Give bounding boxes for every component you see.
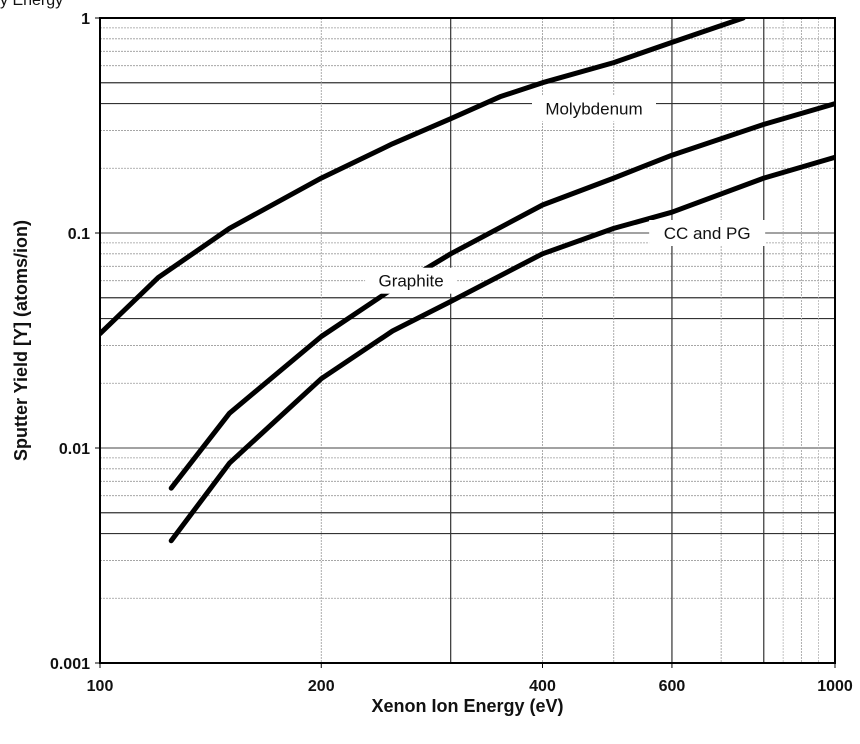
y-tick-label: 0.01: [59, 441, 90, 458]
annotation-bg: [365, 267, 458, 294]
series-line-cc-and-pg: [168, 154, 835, 544]
y-tick-label: 0.1: [68, 226, 90, 243]
plot-frame: [99, 17, 836, 664]
y-tick-label: 1: [81, 11, 90, 28]
annotation-bg: [649, 220, 766, 246]
header-fragment: y Energy: [0, 0, 64, 9]
y-tick-label: 0.001: [50, 656, 90, 673]
x-axis-label: Xenon Ion Energy (eV): [371, 696, 563, 716]
y-axis-label: Sputter Yield [Y] (atoms/ion): [11, 220, 31, 461]
annotation-label: Molybdenum: [545, 99, 642, 118]
annotation-bg: [531, 95, 656, 122]
x-tick-label: 200: [308, 678, 335, 695]
annotation-label: Graphite: [378, 272, 443, 291]
plot-area: [100, 18, 835, 663]
annotation-label: CC and PG: [664, 224, 751, 243]
series-line-graphite: [168, 101, 835, 491]
series-line-molybdenum: [100, 18, 746, 337]
x-tick-label: 100: [87, 678, 114, 695]
x-tick-label: 400: [529, 678, 556, 695]
x-tick-label: 1000: [817, 678, 853, 695]
x-tick-label: 600: [659, 678, 686, 695]
